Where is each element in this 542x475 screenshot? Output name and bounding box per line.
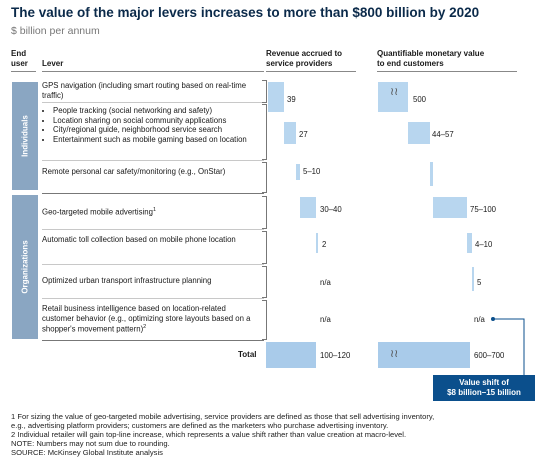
value-label-total: 600–700 xyxy=(474,351,505,360)
footnote-source: SOURCE: McKinsey Global Institute analys… xyxy=(11,448,163,457)
total-label: Total xyxy=(238,350,257,359)
value-label-transport: 5 xyxy=(477,278,482,287)
row-separator xyxy=(42,102,264,103)
value-label-retail: n/a xyxy=(474,315,485,324)
footnote: e.g., advertising platform providers; cu… xyxy=(11,421,389,430)
revenue-bar-gps xyxy=(268,82,284,112)
revenue-value-remote: 5–10 xyxy=(303,167,321,176)
revenue-value-gps: 39 xyxy=(287,95,296,104)
lever-header: Lever xyxy=(42,59,64,68)
value-bar-total xyxy=(378,342,470,368)
row-separator xyxy=(42,264,264,265)
revenue-value-toll: 2 xyxy=(322,240,327,249)
lever-gps: GPS navigation (including smart routing … xyxy=(42,81,247,100)
footnote: 2 Individual retailer will gain top-line… xyxy=(11,430,407,439)
header-rule xyxy=(11,71,36,72)
list-item: Entertainment such as mobile gaming base… xyxy=(53,135,257,145)
callout-dot xyxy=(491,317,495,321)
value-label-toll: 4–10 xyxy=(475,240,493,249)
row-bracket xyxy=(262,104,267,160)
value-bar-bundle xyxy=(408,122,430,144)
lever-geo: Geo-targeted mobile advertising1 xyxy=(42,207,157,217)
list-item: People tracking (social networking and s… xyxy=(53,106,257,116)
revenue-value-geo: 30–40 xyxy=(320,205,342,214)
revenue-header: Revenue accrued to service providers xyxy=(266,49,343,68)
header-rule xyxy=(266,71,356,72)
row-bracket xyxy=(262,266,267,298)
row-separator xyxy=(42,229,264,230)
lever-remote: Remote personal car safety/monitoring (e… xyxy=(42,167,226,176)
axis-break-icon: ≀≀ xyxy=(390,86,399,98)
value-bar-gps xyxy=(378,82,408,112)
value-shift-callout: Value shift of $8 billion–15 billion xyxy=(433,375,535,401)
header-rule xyxy=(42,71,264,72)
row-bracket xyxy=(262,80,267,103)
revenue-value-total: 100–120 xyxy=(320,351,351,360)
chart-title: The value of the major levers increases … xyxy=(11,5,480,20)
row-separator xyxy=(42,160,264,161)
value-label-gps: 500 xyxy=(413,95,427,104)
footnote-note: NOTE: Numbers may not sum due to roundin… xyxy=(11,439,170,448)
row-bracket xyxy=(262,162,267,193)
value-label-bundle: 44–57 xyxy=(432,130,454,139)
row-separator xyxy=(42,193,264,194)
revenue-value-transport: n/a xyxy=(320,278,331,287)
value-bar-remote xyxy=(430,162,433,186)
value-header: Quantifiable monetary value to end custom… xyxy=(377,49,485,68)
group-band-organizations: Organizations xyxy=(12,195,38,339)
revenue-bar-bundle xyxy=(284,122,296,144)
list-item: Location sharing on social community app… xyxy=(53,116,257,126)
header-rule xyxy=(377,71,517,72)
value-bar-transport xyxy=(472,267,474,291)
lever-bundle: People tracking (social networking and s… xyxy=(42,106,257,144)
chart-subtitle: $ billion per annum xyxy=(11,25,100,37)
row-separator xyxy=(42,340,264,341)
row-separator xyxy=(42,298,264,299)
group-band-individuals: Individuals xyxy=(12,82,38,190)
list-item: City/regional guide, neighborhood servic… xyxy=(53,125,257,135)
row-bracket xyxy=(262,196,267,229)
value-bar-geo xyxy=(433,197,467,218)
footnote: 1 For sizing the value of geo-targeted m… xyxy=(11,412,435,421)
revenue-bar-total xyxy=(266,342,316,368)
row-bracket xyxy=(262,231,267,264)
lever-retail: Retail business intelligence based on lo… xyxy=(42,304,251,334)
lever-toll: Automatic toll collection based on mobil… xyxy=(42,235,236,244)
value-label-geo: 75–100 xyxy=(470,205,497,214)
value-bar-toll xyxy=(467,233,472,253)
row-bracket xyxy=(262,300,267,340)
axis-break-icon: ≀≀ xyxy=(390,348,399,360)
revenue-value-retail: n/a xyxy=(320,315,331,324)
revenue-value-bundle: 27 xyxy=(299,130,308,139)
revenue-bar-toll xyxy=(316,233,318,253)
lever-transport: Optimized urban transport infrastructure… xyxy=(42,276,212,285)
end-user-header: End user xyxy=(11,49,28,68)
revenue-bar-remote xyxy=(296,164,300,180)
revenue-bar-geo xyxy=(300,197,316,218)
